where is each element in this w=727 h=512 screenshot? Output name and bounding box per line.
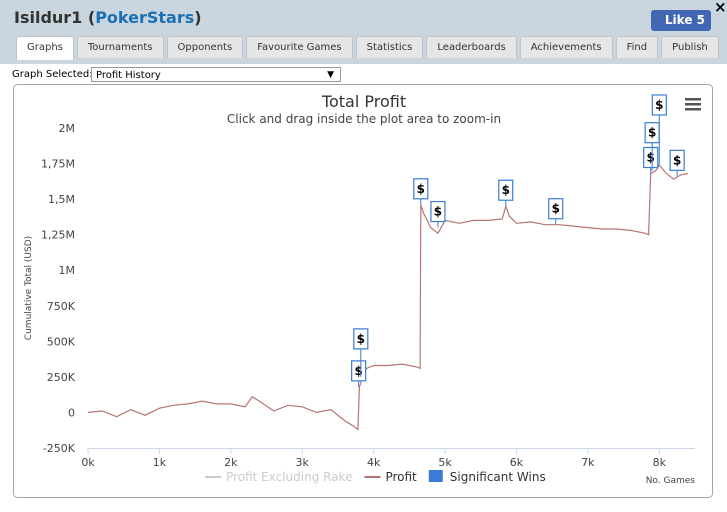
significant-win: $ — [651, 94, 667, 165]
graph-select[interactable]: Profit History ▼ — [91, 67, 341, 82]
x-tick-label: 6k — [510, 456, 524, 469]
y-tick-label: 1M — [59, 264, 76, 277]
legend-label[interactable]: Profit Excluding Rake — [226, 470, 352, 484]
chart-panel — [13, 84, 713, 498]
flag-label: $ — [434, 205, 442, 219]
significant-win: $ — [353, 328, 369, 377]
tabs: Graphs Tournaments Opponents Favourite G… — [16, 36, 719, 60]
flag-label: $ — [552, 202, 560, 216]
flag-label: $ — [647, 151, 655, 165]
y-axis-label: Cumulative Total (USD) — [24, 236, 34, 340]
flag-box — [430, 200, 446, 223]
flag-label: $ — [655, 98, 663, 112]
legend-label[interactable]: Significant Wins — [450, 470, 546, 484]
site-link[interactable]: PokerStars — [95, 8, 195, 27]
flag-box — [548, 198, 564, 220]
y-tick-label: 1,25M — [41, 229, 75, 242]
menu-button[interactable] — [685, 98, 701, 111]
flag-box — [651, 94, 667, 116]
flag-box — [353, 328, 369, 350]
flag-label: $ — [354, 364, 362, 378]
close-button[interactable]: × — [714, 0, 727, 16]
selector-label: Graph Selected: — [12, 69, 93, 80]
tab[interactable]: Graphs — [16, 36, 74, 60]
significant-win: $ — [413, 178, 429, 205]
x-axis-label: No. Games — [646, 476, 696, 486]
x-tick-label: 5k — [438, 456, 452, 469]
y-tick-label: 500K — [47, 335, 76, 348]
significant-win: $ — [643, 146, 659, 174]
flag-box — [498, 179, 514, 201]
tab[interactable]: Publish — [661, 36, 719, 58]
y-tick-label: 250K — [47, 371, 76, 384]
y-tick-label: 2M — [59, 122, 76, 135]
flag-label: $ — [648, 126, 656, 140]
x-tick-label: 4k — [367, 456, 381, 469]
tab[interactable]: Favourite Games — [246, 36, 353, 58]
x-tick-label: 2k — [224, 456, 238, 469]
significant-win: $ — [430, 200, 446, 228]
y-tick-label: 1,5M — [48, 193, 75, 206]
y-tick-label: -250K — [43, 442, 76, 455]
y-tick-label: 1,75M — [41, 158, 75, 171]
flag-label: $ — [357, 332, 365, 346]
x-tick-label: 3k — [296, 456, 310, 469]
significant-win: $ — [548, 198, 564, 225]
player-name: Isildur1 ( — [14, 8, 96, 27]
y-tick-label: 750K — [47, 300, 76, 313]
x-tick-label: 1k — [153, 456, 167, 469]
tab[interactable]: Statistics — [355, 36, 424, 58]
flag-label: $ — [673, 153, 681, 167]
tab[interactable]: Opponents — [166, 36, 244, 58]
flag-box — [351, 360, 367, 382]
flag-label: $ — [417, 182, 425, 196]
y-tick-label: 0 — [68, 406, 75, 419]
tab[interactable]: Tournaments — [76, 36, 164, 58]
flag-label: $ — [502, 183, 510, 197]
legend-label[interactable]: Profit — [385, 470, 417, 484]
tab[interactable]: Leaderboards — [426, 36, 517, 58]
like-button[interactable]: Like 5 — [651, 10, 711, 31]
x-tick-label: 7k — [581, 456, 595, 469]
x-tick-label: 8k — [653, 456, 667, 469]
dropdown-arrow: ▼ — [327, 70, 334, 80]
paren: ) — [194, 8, 202, 27]
tab[interactable]: Achievements — [519, 36, 613, 58]
significant-win: $ — [351, 360, 367, 387]
flag-box — [643, 146, 659, 169]
legend-swatch — [428, 470, 443, 482]
select-value: Profit History — [96, 70, 161, 81]
significant-win: $ — [498, 179, 514, 207]
chart-title: Total Profit — [321, 92, 406, 111]
flag-box — [669, 149, 685, 171]
significant-win: $ — [669, 149, 685, 177]
player-title: Isildur1 (PokerStars) — [14, 8, 202, 27]
chart-subtitle: Click and drag inside the plot area to z… — [227, 112, 501, 126]
tab[interactable]: Find — [615, 36, 659, 58]
flag-box — [413, 178, 429, 200]
x-tick-label: 0k — [81, 456, 95, 469]
profit-line — [87, 163, 689, 431]
